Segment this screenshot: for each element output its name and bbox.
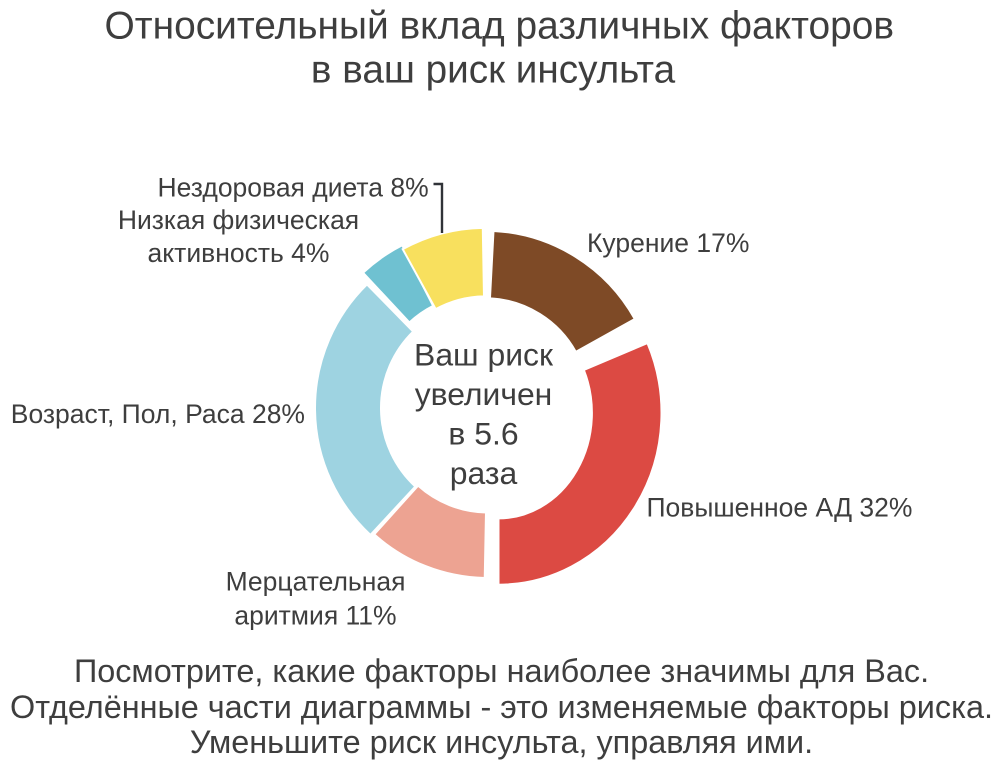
svg-text:Повышенное АД 32%: Повышенное АД 32% xyxy=(647,492,913,522)
svg-text:Курение 17%: Курение 17% xyxy=(587,228,749,258)
svg-text:Отделённые части диаграммы - э: Отделённые части диаграммы - это изменяе… xyxy=(10,689,993,725)
svg-text:Посмотрите, какие факторы наиб: Посмотрите, какие факторы наиболее значи… xyxy=(74,653,929,689)
svg-text:Нездоровая диета 8%: Нездоровая диета 8% xyxy=(158,173,429,203)
svg-text:раза: раза xyxy=(450,455,518,491)
svg-text:аритмия 11%: аритмия 11% xyxy=(234,601,396,631)
svg-text:Возраст, Пол, Раса 28%: Возраст, Пол, Раса 28% xyxy=(11,399,305,429)
svg-text:увеличен: увеличен xyxy=(415,376,553,412)
svg-text:Ваш риск: Ваш риск xyxy=(414,337,554,373)
svg-text:активность 4%: активность 4% xyxy=(148,238,330,268)
svg-text:Низкая физическая: Низкая физическая xyxy=(118,205,359,235)
svg-text:в 5.6: в 5.6 xyxy=(448,416,518,452)
svg-text:Мерцательная: Мерцательная xyxy=(226,567,406,597)
svg-text:в ваш риск инсульта: в ваш риск инсульта xyxy=(311,49,676,92)
svg-text:Относительный вклад различных: Относительный вклад различных факторов xyxy=(105,5,894,48)
svg-text:Уменьшите риск инсульта, управ: Уменьшите риск инсульта, управляя ими. xyxy=(190,724,813,760)
